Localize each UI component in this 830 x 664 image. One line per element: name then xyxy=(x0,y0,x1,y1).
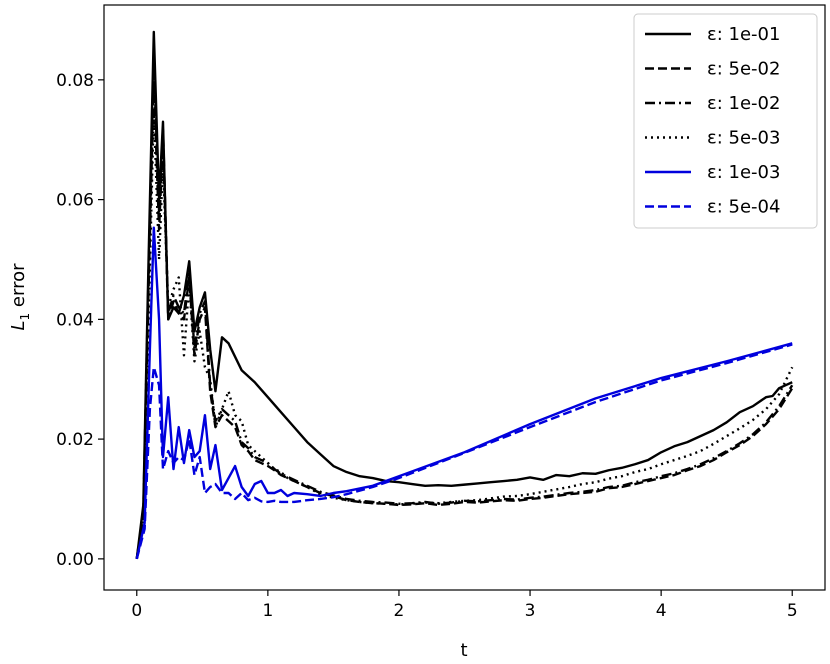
y-axis-label-sub: 1 xyxy=(18,313,32,321)
series-line-3 xyxy=(135,108,794,560)
x-axis-label: t xyxy=(460,640,467,661)
x-tick-label: 5 xyxy=(787,601,798,621)
y-tick-label: 0.08 xyxy=(56,71,94,91)
x-tick-label: 3 xyxy=(525,601,536,621)
x-tick-label: 0 xyxy=(131,601,142,621)
y-tick-label: 0.02 xyxy=(56,430,94,450)
y-axis-ticks: 0.00 0.02 0.04 0.06 0.08 xyxy=(56,71,104,570)
y-axis-label-rest: error xyxy=(8,263,29,313)
plot-frame xyxy=(103,4,826,591)
series-lines xyxy=(135,30,794,560)
series-line-5 xyxy=(135,343,793,560)
y-tick-label: 0.04 xyxy=(56,310,94,330)
legend-label-1: ε: 5e-02 xyxy=(707,59,780,80)
y-tick-label: 0.00 xyxy=(56,550,94,570)
legend-label-5: ε: 5e-04 xyxy=(707,197,780,218)
y-axis-label-main: L xyxy=(8,320,29,330)
legend: ε: 1e-01 ε: 5e-02 ε: 1e-02 ε: 5e-03 ε: 1e-03… xyxy=(633,13,818,229)
legend-label-4: ε: 1e-03 xyxy=(707,162,780,183)
x-axis-ticks: 0 1 2 3 4 5 xyxy=(131,590,798,621)
y-axis-label: L1 error xyxy=(8,263,32,331)
series-line-0 xyxy=(135,30,793,560)
y-tick-label: 0.06 xyxy=(56,191,94,211)
legend-label-0: ε: 1e-01 xyxy=(707,24,780,45)
series-line-4 xyxy=(135,226,793,560)
x-tick-label: 4 xyxy=(656,601,667,621)
legend-label-2: ε: 1e-02 xyxy=(707,93,780,114)
x-tick-label: 2 xyxy=(394,601,405,621)
legend-label-3: ε: 5e-03 xyxy=(707,128,780,149)
x-tick-label: 1 xyxy=(262,601,273,621)
